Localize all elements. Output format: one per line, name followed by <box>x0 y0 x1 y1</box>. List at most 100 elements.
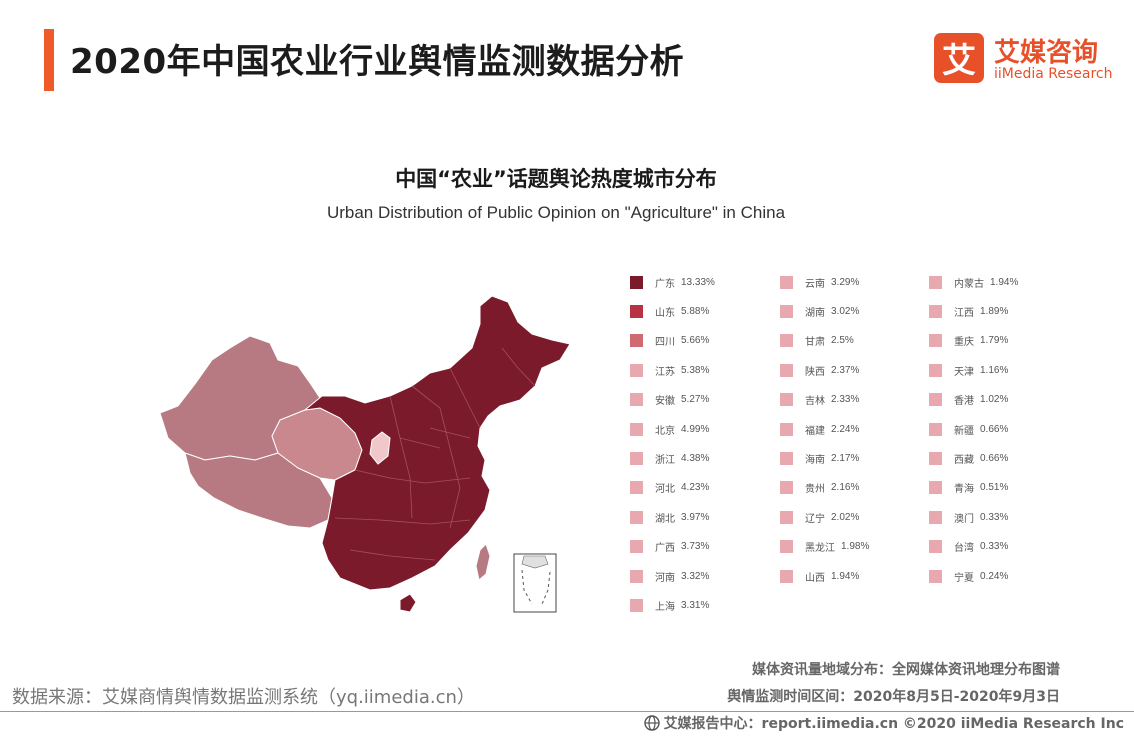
legend-region-value: 0.66% <box>980 452 1009 464</box>
legend-swatch <box>630 481 643 495</box>
legend-swatch <box>929 304 942 318</box>
legend-item: 青海 0.51% <box>929 478 1008 498</box>
legend-item: 福建 2.24% <box>780 419 859 439</box>
legend-region-name: 甘肃 <box>805 337 825 349</box>
legend-region-value: 1.79% <box>980 335 1009 347</box>
legend-region-name: 重庆 <box>954 337 974 349</box>
legend-region-name: 四川 <box>655 337 675 349</box>
legend-item: 湖南 3.02% <box>780 301 859 321</box>
note-period: 舆情监测时间区间：2020年8月5日-2020年9月3日 <box>727 689 1060 705</box>
legend-swatch <box>780 363 793 377</box>
legend-item: 吉林 2.33% <box>780 390 859 410</box>
legend-region-value: 1.16% <box>980 364 1009 376</box>
data-source: 数据来源：艾媒商情舆情数据监测系统（yq.iimedia.cn） <box>12 687 475 708</box>
legend-region-name: 上海 <box>655 601 675 613</box>
legend-region-value: 0.33% <box>980 511 1009 523</box>
legend-swatch <box>780 569 793 583</box>
legend-region-name: 广东 <box>655 278 675 290</box>
legend-region-name: 贵州 <box>805 484 825 496</box>
legend-region-value: 2.33% <box>831 394 860 406</box>
legend-region-name: 青海 <box>954 484 974 496</box>
map-region-hainan <box>399 593 417 613</box>
legend-region-name: 河北 <box>655 484 675 496</box>
legend-region-value: 1.94% <box>990 276 1019 288</box>
legend-region-value: 3.02% <box>831 305 860 317</box>
legend-item: 黑龙江 1.98% <box>780 537 869 557</box>
legend-region-value: 5.27% <box>681 394 710 406</box>
legend-swatch <box>780 334 793 348</box>
legend-region-name: 山东 <box>655 307 675 319</box>
legend-item: 香港 1.02% <box>929 390 1008 410</box>
legend-item: 浙江 4.38% <box>630 448 709 468</box>
legend-swatch <box>929 481 942 495</box>
legend-region-name: 西藏 <box>954 454 974 466</box>
legend-region-name: 云南 <box>805 278 825 290</box>
legend-region-value: 5.66% <box>681 335 710 347</box>
legend-region-value: 2.5% <box>831 335 854 347</box>
note-distribution: 媒体资讯量地域分布：全网媒体资讯地理分布图谱 <box>752 662 1060 678</box>
chart-legend: 广东 13.33% 山东 5.88% 四川 5.66% 江苏 5.38% 安徽 5.27% 北京 4.… <box>630 272 1070 632</box>
legend-swatch <box>780 393 793 407</box>
legend-region-name: 山西 <box>805 572 825 584</box>
legend-region-name: 海南 <box>805 454 825 466</box>
logo-mark-text: 艾 <box>942 41 976 81</box>
legend-item: 湖北 3.97% <box>630 507 709 527</box>
brand-logo: 艾 艾媒咨询 iiMedia Research <box>934 31 1124 85</box>
legend-region-name: 湖北 <box>655 513 675 525</box>
legend-swatch <box>780 304 793 318</box>
legend-swatch <box>780 275 793 289</box>
province-boundaries <box>334 347 536 561</box>
legend-region-value: 5.38% <box>681 364 710 376</box>
legend-item: 北京 4.99% <box>630 419 709 439</box>
legend-region-value: 2.17% <box>831 452 860 464</box>
legend-region-name: 吉林 <box>805 396 825 408</box>
legend-item: 甘肃 2.5% <box>780 331 854 351</box>
legend-swatch <box>630 363 643 377</box>
legend-region-name: 陕西 <box>805 366 825 378</box>
legend-swatch <box>780 481 793 495</box>
legend-region-value: 1.98% <box>841 541 870 553</box>
legend-region-value: 3.32% <box>681 570 710 582</box>
legend-item: 内蒙古 1.94% <box>929 272 1018 292</box>
legend-region-value: 2.37% <box>831 364 860 376</box>
legend-swatch <box>630 422 643 436</box>
map-region-taiwan <box>475 543 491 581</box>
globe-icon <box>643 715 660 731</box>
legend-item: 广东 13.33% <box>630 272 715 292</box>
legend-region-value: 4.99% <box>681 423 710 435</box>
south-china-sea-inset <box>513 553 557 613</box>
legend-region-name: 台湾 <box>954 543 974 555</box>
legend-item: 云南 3.29% <box>780 272 859 292</box>
legend-region-name: 宁夏 <box>954 572 974 584</box>
legend-item: 江苏 5.38% <box>630 360 709 380</box>
legend-region-value: 1.02% <box>980 394 1009 406</box>
legend-swatch <box>929 422 942 436</box>
legend-region-name: 广西 <box>655 543 675 555</box>
legend-swatch <box>929 363 942 377</box>
legend-region-name: 内蒙古 <box>954 278 984 290</box>
legend-item: 安徽 5.27% <box>630 390 709 410</box>
legend-item: 宁夏 0.24% <box>929 566 1008 586</box>
legend-region-value: 1.94% <box>831 570 860 582</box>
map-region-east <box>303 295 571 591</box>
legend-region-value: 4.38% <box>681 452 710 464</box>
page-title: 2020年中国农业行业舆情监测数据分析 <box>70 42 685 82</box>
legend-region-name: 香港 <box>954 396 974 408</box>
legend-region-name: 福建 <box>805 425 825 437</box>
legend-region-name: 安徽 <box>655 396 675 408</box>
legend-region-name: 黑龙江 <box>805 543 835 555</box>
legend-region-value: 3.31% <box>681 599 710 611</box>
legend-region-name: 天津 <box>954 366 974 378</box>
legend-region-value: 2.16% <box>831 482 860 494</box>
legend-item: 河北 4.23% <box>630 478 709 498</box>
logo-name: 艾媒咨询 <box>994 38 1099 68</box>
legend-swatch <box>929 275 942 289</box>
legend-swatch <box>630 598 643 612</box>
legend-item: 海南 2.17% <box>780 448 859 468</box>
legend-swatch <box>780 451 793 465</box>
legend-region-value: 3.73% <box>681 541 710 553</box>
legend-item: 广西 3.73% <box>630 537 709 557</box>
legend-item: 四川 5.66% <box>630 331 709 351</box>
legend-region-name: 江西 <box>954 307 974 319</box>
legend-swatch <box>929 393 942 407</box>
